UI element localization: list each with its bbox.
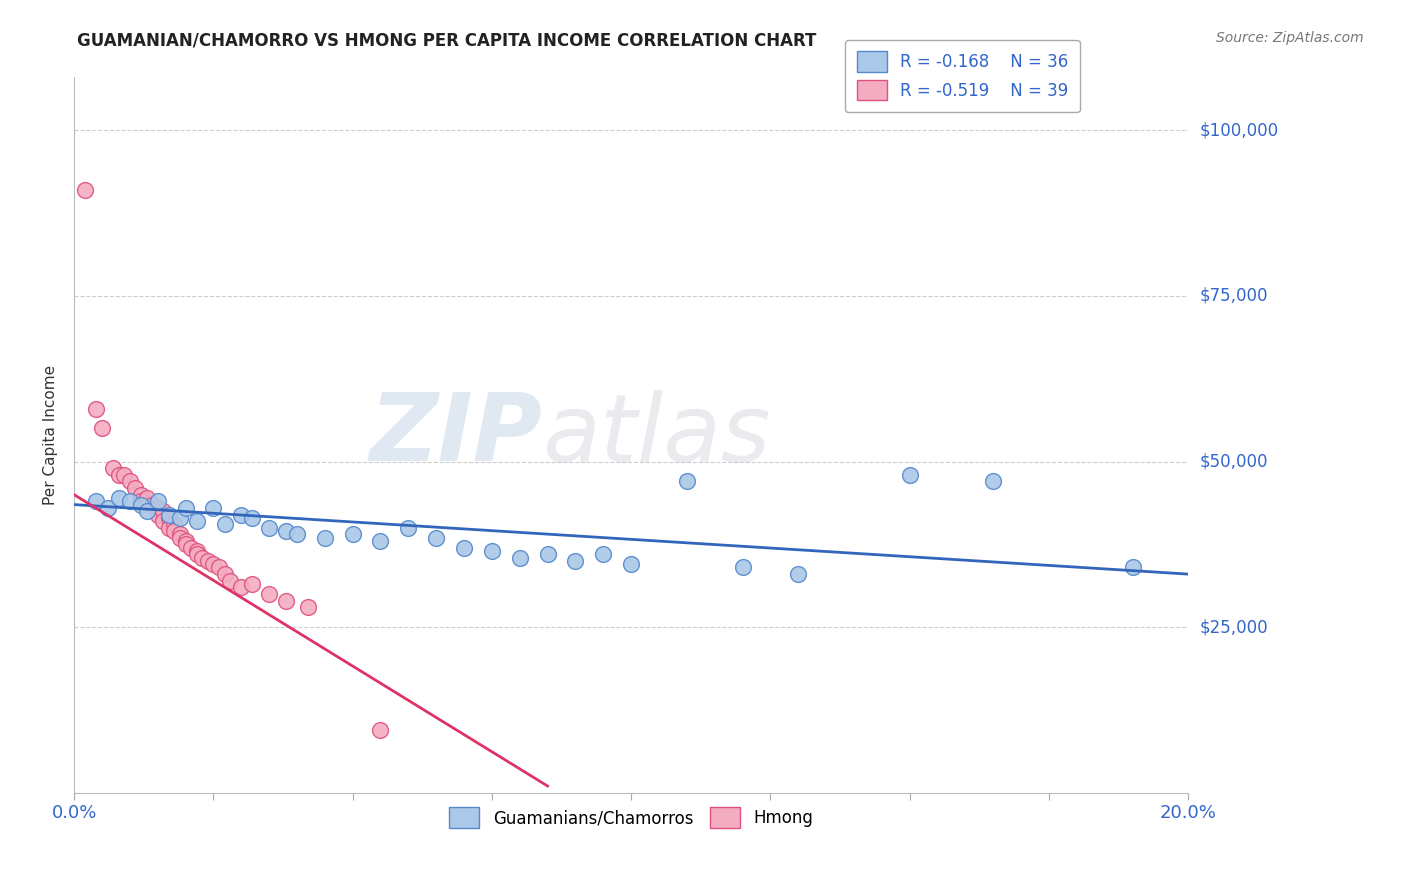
Point [141,498,163,512]
Point [146,500,169,515]
Point [174,500,197,515]
Legend: Guamanians/Chamorros, Hmong: Guamanians/Chamorros, Hmong [443,801,820,834]
Point [787,567,810,582]
Point [129,498,152,512]
Point [396,521,419,535]
Point [180,541,202,555]
Point [257,521,280,535]
Point [731,560,754,574]
Text: $100,000: $100,000 [1199,121,1278,139]
Point [112,467,135,482]
Point [297,600,319,615]
Point [146,508,169,522]
Point [898,467,921,482]
Point [96,500,118,515]
Point [86,494,108,508]
Point [285,527,308,541]
Text: ZIP: ZIP [370,389,543,481]
Point [370,723,392,737]
Point [274,524,297,538]
Point [152,514,174,528]
Point [75,183,97,197]
Point [240,511,263,525]
Text: atlas: atlas [543,390,770,481]
Point [202,557,225,571]
Text: $75,000: $75,000 [1199,287,1268,305]
Point [453,541,475,555]
Point [219,574,242,588]
Point [370,534,392,549]
Text: Source: ZipAtlas.com: Source: ZipAtlas.com [1216,31,1364,45]
Point [107,467,129,482]
Point [118,494,141,508]
Point [509,550,531,565]
Point [342,527,364,541]
Point [1122,560,1144,574]
Point [676,475,699,489]
Point [536,547,558,561]
Point [135,491,157,505]
Point [274,593,297,607]
Point [481,544,503,558]
Point [169,511,191,525]
Point [257,587,280,601]
Point [157,508,180,522]
Point [240,577,263,591]
Point [163,517,186,532]
Point [314,531,336,545]
Point [174,537,197,551]
Point [157,521,180,535]
Point [186,544,208,558]
Point [129,494,152,508]
Y-axis label: Per Capita Income: Per Capita Income [44,365,58,505]
Point [118,475,141,489]
Point [214,567,236,582]
Point [129,488,152,502]
Point [564,554,586,568]
Point [620,557,643,571]
Point [86,401,108,416]
Point [592,547,614,561]
Point [186,547,208,561]
Point [169,531,191,545]
Point [163,524,186,538]
Point [169,527,191,541]
Point [231,580,253,594]
Point [91,421,114,435]
Point [214,517,236,532]
Point [174,534,197,549]
Point [157,511,180,525]
Point [152,504,174,518]
Point [101,461,124,475]
Point [135,504,157,518]
Point [197,554,219,568]
Point [186,514,208,528]
Point [107,491,129,505]
Point [202,500,225,515]
Text: $50,000: $50,000 [1199,452,1268,471]
Point [425,531,447,545]
Point [146,494,169,508]
Point [208,560,231,574]
Point [981,475,1004,489]
Text: GUAMANIAN/CHAMORRO VS HMONG PER CAPITA INCOME CORRELATION CHART: GUAMANIAN/CHAMORRO VS HMONG PER CAPITA I… [77,31,817,49]
Text: $25,000: $25,000 [1199,618,1268,636]
Point [231,508,253,522]
Point [124,481,146,495]
Point [191,550,214,565]
